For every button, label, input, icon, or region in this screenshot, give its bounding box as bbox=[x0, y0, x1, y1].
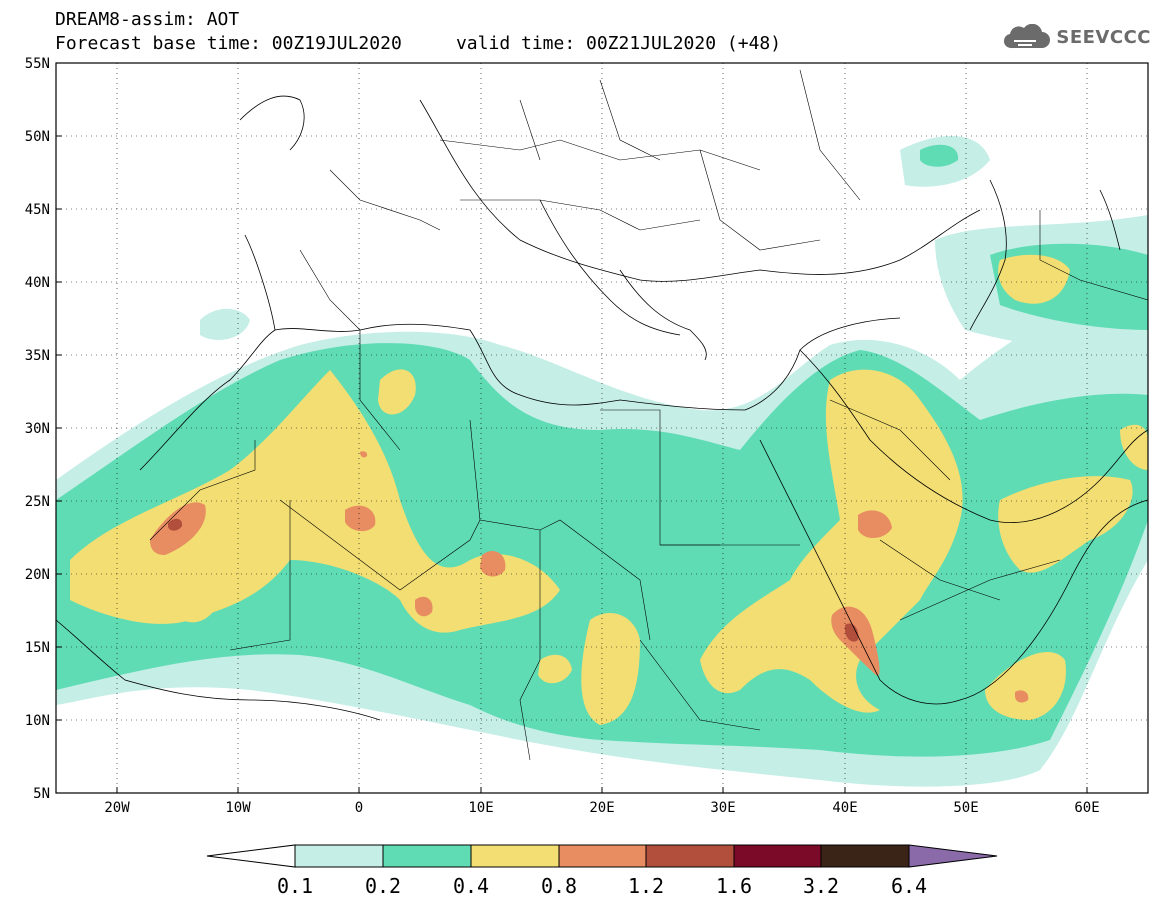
cloud-logo-icon bbox=[1004, 24, 1051, 49]
lon-label: 20W bbox=[104, 800, 130, 816]
colorbar-label: 0.1 bbox=[277, 874, 313, 898]
lat-label: 30N bbox=[25, 421, 50, 437]
colorbar-label: 3.2 bbox=[803, 874, 839, 898]
map-title: DREAM8-assim: AOT bbox=[55, 9, 240, 30]
seevccc-logo: SEEVCCC bbox=[1002, 24, 1151, 50]
longitude-labels: 20W 10W 0 10E 20E 30E 40E 50E 60E bbox=[104, 800, 1099, 816]
lat-label: 45N bbox=[25, 202, 50, 218]
lon-label: 10E bbox=[468, 800, 493, 816]
colorbar-label: 0.2 bbox=[365, 874, 401, 898]
latitude-labels: 55N 50N 45N 40N 35N 30N 25N 20N 15N 10N … bbox=[25, 56, 50, 802]
lat-label: 10N bbox=[25, 713, 50, 729]
colorbar-swatch bbox=[645, 844, 735, 868]
colorbar-label: 1.2 bbox=[628, 874, 664, 898]
lat-label: 50N bbox=[25, 129, 50, 145]
forecast-time-line: Forecast base time: 00Z19JUL2020 valid t… bbox=[55, 33, 782, 54]
colorbar-label: 0.4 bbox=[453, 874, 489, 898]
axis-ticks bbox=[56, 62, 1088, 794]
lon-label: 0 bbox=[355, 800, 363, 816]
lon-label: 60E bbox=[1074, 800, 1099, 816]
colorbar-swatch bbox=[733, 844, 822, 868]
coastlines bbox=[56, 95, 1148, 721]
graticule bbox=[56, 63, 1148, 793]
lon-label: 30E bbox=[710, 800, 735, 816]
colorbar-label: 6.4 bbox=[891, 874, 927, 898]
logo-text: SEEVCCC bbox=[1056, 26, 1151, 48]
lon-label: 20E bbox=[589, 800, 614, 816]
colorbar-swatch bbox=[470, 844, 560, 868]
aot-band-0-4 bbox=[70, 254, 1148, 725]
aot-band-1-2 bbox=[168, 518, 859, 642]
colorbar-swatch bbox=[558, 844, 647, 868]
lat-label: 35N bbox=[25, 348, 50, 364]
colorbar-label: 0.8 bbox=[541, 874, 577, 898]
colorbar-swatch bbox=[382, 844, 472, 868]
lon-label: 10W bbox=[225, 800, 251, 816]
colorbar-swatch bbox=[294, 844, 384, 868]
lat-label: 55N bbox=[25, 56, 50, 72]
lat-label: 40N bbox=[25, 275, 50, 291]
lon-label: 40E bbox=[832, 800, 857, 816]
colorbar-below-triangle bbox=[206, 844, 296, 868]
colorbar-above-triangle bbox=[908, 844, 998, 868]
colorbar bbox=[206, 844, 998, 868]
colorbar-labels: 0.1 0.2 0.4 0.8 1.2 1.6 3.2 6.4 bbox=[277, 874, 927, 898]
lat-label: 25N bbox=[25, 494, 50, 510]
lat-label: 15N bbox=[25, 640, 50, 656]
colorbar-swatch bbox=[820, 844, 910, 868]
lon-label: 50E bbox=[953, 800, 978, 816]
lat-label: 20N bbox=[25, 567, 50, 583]
lat-label: 5N bbox=[33, 786, 50, 802]
country-borders bbox=[149, 69, 1148, 761]
colorbar-label: 1.6 bbox=[716, 874, 752, 898]
